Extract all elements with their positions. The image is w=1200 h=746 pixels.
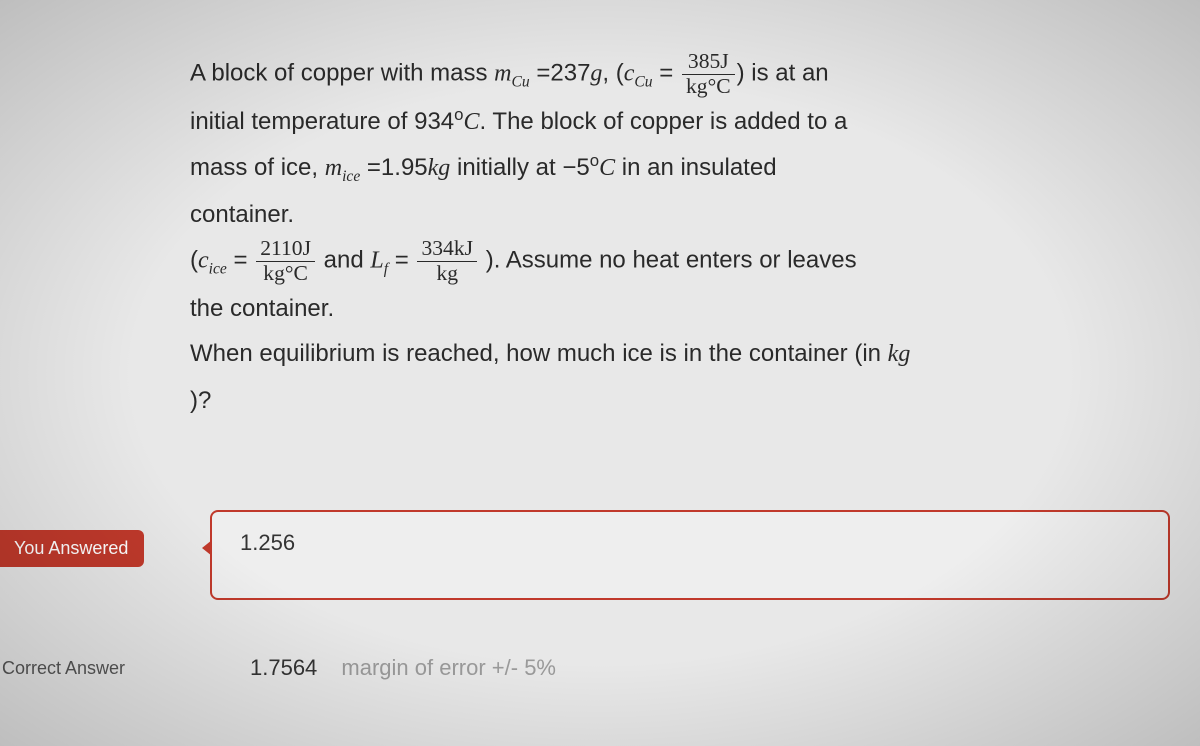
text: = <box>227 247 254 274</box>
text: in an insulated <box>615 154 776 181</box>
text: ( <box>190 247 198 274</box>
sub-ice: ice <box>342 168 360 185</box>
text: initially at <box>450 154 562 181</box>
fraction: 385Jkg°C <box>682 50 735 99</box>
margin-of-error: margin of error +/- 5% <box>341 655 556 680</box>
degree: o <box>590 151 599 170</box>
you-answered-label: You Answered <box>0 530 144 567</box>
text: mass of ice, <box>190 154 325 181</box>
text: = <box>653 60 680 87</box>
unit-c: C <box>464 109 480 135</box>
unit-c: C <box>599 155 615 181</box>
text: )? <box>190 387 211 414</box>
text: ). Assume no heat enters or leaves <box>479 247 857 274</box>
text: When equilibrium is reached, how much ic… <box>190 340 888 367</box>
var-c: c <box>624 61 635 87</box>
var-c: c <box>198 248 209 274</box>
correct-answer-label: Correct Answer <box>0 650 141 687</box>
unit-kg: kg <box>428 155 451 181</box>
denominator: kg°C <box>256 262 315 286</box>
sub-cu: Cu <box>634 73 652 90</box>
fraction: 2110Jkg°C <box>256 237 315 286</box>
fraction: 334kJkg <box>417 237 477 286</box>
unit-g: g <box>590 61 602 87</box>
temp: −5 <box>562 154 589 181</box>
user-answer-box: 1.256 <box>210 510 1170 600</box>
sub-ice: ice <box>209 261 227 278</box>
denominator: kg <box>417 262 477 286</box>
numerator: 334kJ <box>417 237 477 262</box>
text: =237 <box>530 60 591 87</box>
question-text: A block of copper with mass mCu =237g, (… <box>190 50 1180 424</box>
text: . The block of copper is added to a <box>480 108 848 135</box>
numerator: 385J <box>682 50 735 75</box>
text: A block of copper with mass <box>190 60 494 87</box>
text: the container. <box>190 295 334 322</box>
var-m: m <box>325 155 342 181</box>
text: initial temperature of <box>190 108 414 135</box>
sub-cu: Cu <box>511 73 529 90</box>
text: container. <box>190 201 294 228</box>
correct-answer-value: 1.7564 <box>250 655 317 680</box>
text: and <box>317 247 370 274</box>
unit-kg: kg <box>888 341 911 367</box>
temp: 934 <box>414 108 454 135</box>
correct-answer-line: 1.7564 margin of error +/- 5% <box>250 655 556 681</box>
text: =1.95 <box>360 154 427 181</box>
text: ) is at an <box>737 60 829 87</box>
degree: o <box>454 105 463 124</box>
user-answer-value: 1.256 <box>240 530 295 555</box>
text: , ( <box>602 60 623 87</box>
numerator: 2110J <box>256 237 315 262</box>
text: = <box>388 247 415 274</box>
denominator: kg°C <box>682 75 735 99</box>
var-m: m <box>494 61 511 87</box>
var-l: L <box>370 248 383 274</box>
